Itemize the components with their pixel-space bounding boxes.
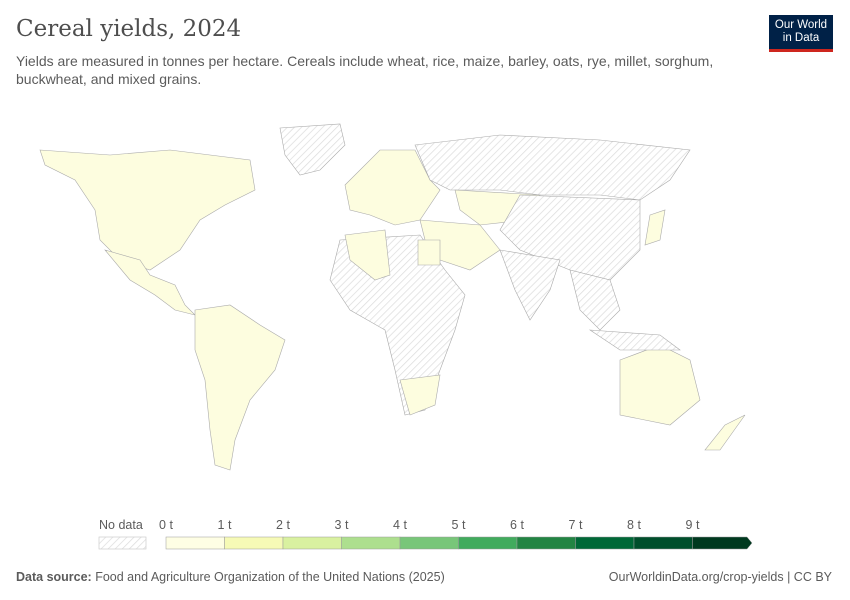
new-zealand[interactable] (704, 414, 746, 451)
owid-logo[interactable]: Our World in Data (769, 15, 833, 52)
mexico-central-america[interactable] (104, 249, 196, 316)
egypt[interactable] (417, 239, 441, 266)
legend: No data 0 t 1 t 2 t 3 t 4 t 5 t 6 t 7 t 8 t 9 t (0, 515, 850, 560)
legend-bin[interactable] (692, 536, 753, 550)
north-africa-data[interactable] (344, 229, 391, 281)
greenland[interactable] (279, 123, 346, 176)
legend-bin[interactable] (282, 536, 342, 550)
legend-bar: No data 0 t 1 t 2 t 3 t 4 t 5 t 6 t 7 t 8 t 9 t (98, 518, 753, 550)
legend-bin[interactable] (165, 536, 225, 550)
legend-tick-label: 2 t (276, 518, 290, 532)
legend-no-data-swatch[interactable] (98, 536, 147, 550)
legend-bin[interactable] (575, 536, 635, 550)
legend-bin[interactable] (516, 536, 576, 550)
legend-bin[interactable] (633, 536, 693, 550)
legend-bin[interactable] (458, 536, 518, 550)
chart-subtitle: Yields are measured in tonnes per hectar… (16, 53, 714, 87)
legend-bin[interactable] (341, 536, 401, 550)
legend-tick-label: 9 t (686, 518, 700, 532)
south-america[interactable] (194, 304, 286, 471)
world-map[interactable] (0, 110, 850, 510)
legend-tick-label: 6 t (510, 518, 524, 532)
legend-bin[interactable] (399, 536, 459, 550)
north-america[interactable] (39, 149, 256, 271)
southeast-asia[interactable] (569, 269, 621, 331)
africa[interactable] (329, 234, 466, 416)
south-asia[interactable] (499, 249, 561, 321)
data-source: Data source: Food and Agriculture Organi… (16, 570, 445, 584)
legend-tick-label: 5 t (452, 518, 466, 532)
chart-title: Cereal yields, 2024 (16, 16, 242, 42)
japan[interactable] (644, 209, 666, 246)
russia[interactable] (414, 134, 691, 201)
legend-no-data-label: No data (99, 518, 143, 532)
southern-africa[interactable] (399, 374, 441, 416)
australia[interactable] (619, 344, 701, 426)
source-link[interactable]: OurWorldinData.org/crop-yields | CC BY (608, 570, 832, 584)
legend-tick-label: 7 t (569, 518, 583, 532)
legend-tick-label: 1 t (218, 518, 232, 532)
indonesia[interactable] (588, 329, 681, 351)
legend-tick-label: 3 t (335, 518, 349, 532)
legend-bin[interactable] (224, 536, 284, 550)
legend-tick-label: 0 t (159, 518, 173, 532)
legend-tick-label: 8 t (627, 518, 641, 532)
legend-tick-label: 4 t (393, 518, 407, 532)
europe[interactable] (344, 149, 441, 226)
